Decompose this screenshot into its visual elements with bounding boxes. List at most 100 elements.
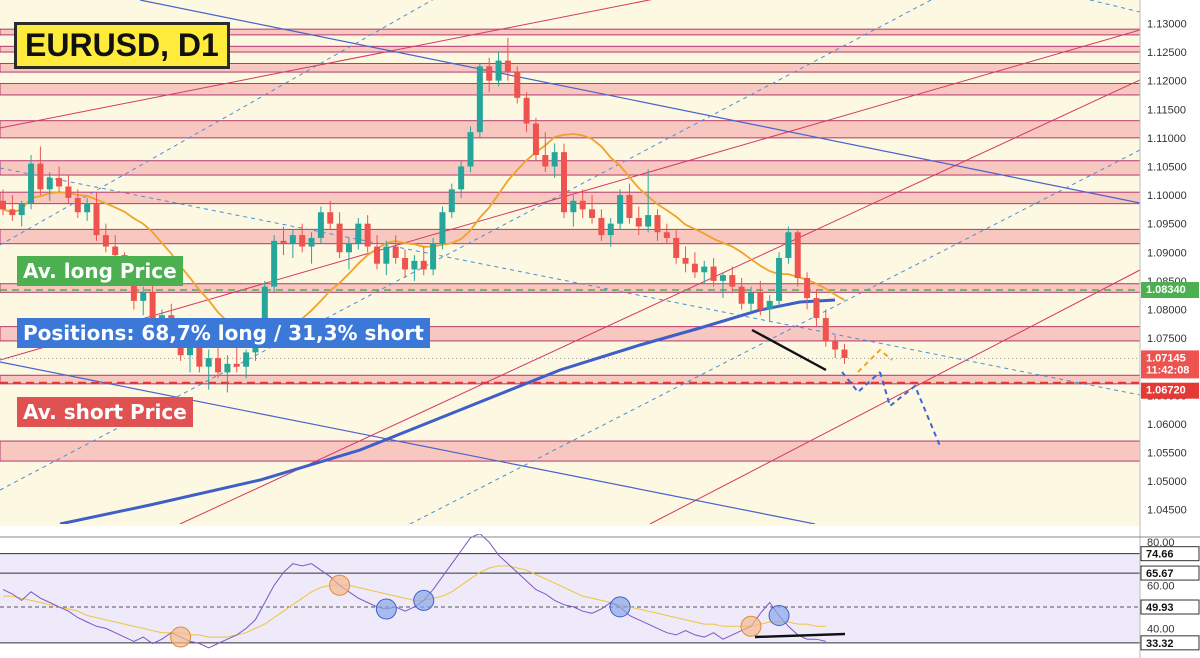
candle-body (271, 240, 278, 287)
candle (74, 189, 81, 218)
rsi-level-tag: 49.93 (1140, 599, 1200, 615)
candle (205, 349, 212, 390)
dashed-channel-line (0, 0, 434, 246)
price-pane (0, 0, 1140, 524)
long-price-tag-bg (1141, 282, 1199, 299)
price-tick-label: 1.09500 (1147, 219, 1187, 231)
candle-body (28, 163, 35, 204)
candle (832, 335, 839, 359)
candle-body (56, 177, 63, 187)
candle (271, 235, 278, 293)
rsi-blue-marker (768, 604, 790, 626)
rsi-orange-marker (170, 626, 192, 648)
candle (224, 355, 231, 393)
rsi-level-tag-bg (1140, 599, 1200, 615)
candle (402, 249, 409, 279)
candle-body (813, 298, 820, 319)
candle (46, 172, 53, 201)
sr-zone (0, 28, 1140, 36)
candle (673, 229, 680, 264)
candle (654, 209, 661, 241)
divergence-trendline (751, 328, 827, 372)
price-tick-label: 1.06000 (1147, 419, 1187, 431)
candle-body (345, 243, 352, 253)
price-tick-label: 1.08000 (1147, 304, 1187, 316)
candle (738, 278, 745, 310)
candle-body (308, 237, 315, 247)
candle (0, 189, 6, 216)
sr-zone (0, 120, 1140, 139)
candle (56, 166, 63, 193)
current-price-tag-text: 11:42:08 (1146, 364, 1189, 376)
candle (532, 117, 539, 161)
rsi-level-tag-text: 65.67 (1146, 568, 1174, 580)
candle (748, 286, 754, 313)
candle (243, 349, 250, 379)
candle-body (46, 177, 53, 190)
price-tick-label: 1.11500 (1147, 104, 1186, 116)
candle-body (402, 257, 409, 270)
candle (682, 246, 689, 273)
candle (841, 343, 848, 364)
candle (570, 195, 577, 227)
projection-up (857, 348, 893, 373)
candle-body (757, 292, 764, 310)
candle-body (542, 155, 549, 167)
rsi-level-tag: 65.67 (1140, 565, 1200, 581)
candle (691, 252, 698, 279)
candle-body (215, 358, 222, 373)
rsi-line (2, 534, 826, 649)
candle (785, 226, 792, 264)
candle-body (102, 235, 109, 247)
price-tick-label: 1.10000 (1147, 190, 1187, 202)
candle-body (710, 266, 717, 281)
sr-zone (0, 45, 1140, 53)
candle-body (280, 240, 287, 244)
candle-body (336, 223, 343, 253)
candle-body (570, 200, 577, 213)
rsi-level-tag-text: 33.32 (1146, 638, 1174, 650)
candle-body (635, 217, 642, 227)
candle-body (374, 246, 380, 264)
current-price-tag-bg (1141, 350, 1199, 379)
candle-body (654, 215, 661, 233)
sr-zone (0, 160, 1140, 176)
candle (327, 200, 334, 230)
candle-body (645, 215, 652, 227)
candle-body (486, 66, 493, 81)
candle (355, 217, 362, 250)
candle-body (383, 246, 390, 264)
channel-line (0, 0, 652, 129)
candle-body (794, 232, 801, 279)
rsi-level-tag: 33.32 (1140, 635, 1200, 651)
candle-body (682, 257, 689, 264)
candle (804, 272, 811, 310)
rsi-divergence-line (754, 632, 846, 639)
dashed-channel-line (0, 167, 1140, 396)
channel-line (179, 79, 1140, 524)
candle (280, 226, 287, 256)
candle (383, 240, 390, 276)
candle (289, 229, 296, 258)
candle (233, 343, 240, 373)
candle-body (112, 246, 119, 256)
candle-body (729, 275, 736, 287)
candle-body (822, 318, 829, 341)
candle (504, 37, 511, 81)
candle (140, 286, 147, 316)
positions-label: Positions: 68,7% long / 31,3% short (17, 318, 430, 348)
candle-body (579, 200, 586, 210)
candle (374, 235, 380, 270)
short-price-tag: 1.06720 (1141, 382, 1199, 399)
price-tick-label: 1.05500 (1147, 447, 1187, 459)
price-tick-label: 1.12500 (1147, 47, 1187, 59)
candle (65, 175, 72, 204)
candle-body (140, 292, 147, 301)
candle (719, 272, 726, 299)
candle (766, 295, 773, 321)
candle (701, 260, 708, 284)
candle-body (327, 212, 334, 224)
current-price-tag-text: 1.07145 (1146, 352, 1186, 364)
